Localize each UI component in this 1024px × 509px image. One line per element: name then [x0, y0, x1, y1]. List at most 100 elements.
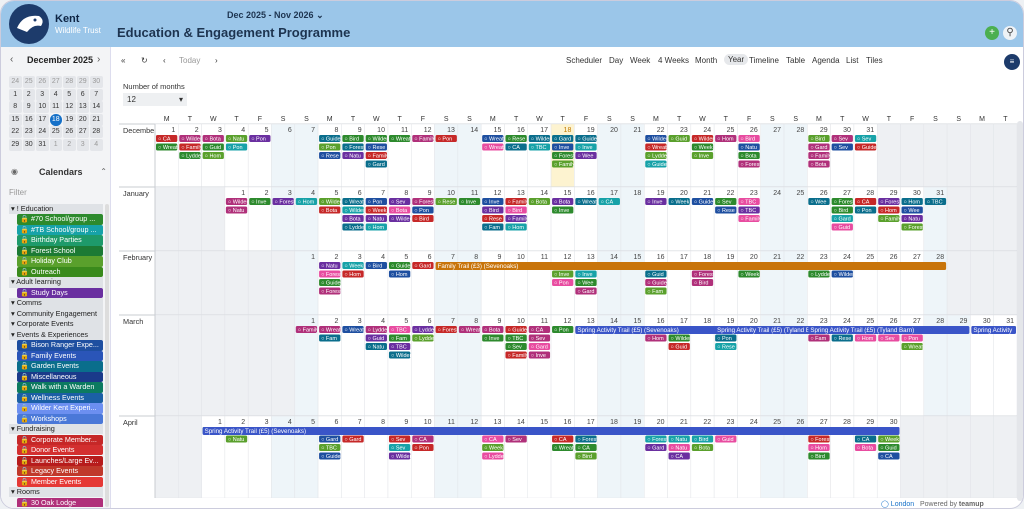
mini-cal-day[interactable]: 30	[90, 76, 103, 88]
mini-cal-day[interactable]: 25	[22, 76, 35, 88]
event-chip[interactable]	[365, 215, 387, 222]
day-number[interactable]: 14	[470, 127, 478, 134]
event-chip[interactable]	[831, 215, 853, 222]
event-chip[interactable]	[342, 326, 364, 333]
day-number[interactable]: 12	[564, 318, 572, 325]
calendar-item[interactable]: 🔒 Outreach	[17, 266, 103, 278]
day-number[interactable]: 7	[358, 419, 362, 426]
event-chip[interactable]	[202, 152, 224, 159]
day-number[interactable]: 27	[913, 318, 921, 325]
calendar-item[interactable]: 🔒 Family Events	[17, 350, 103, 362]
day-number[interactable]: 26	[890, 318, 898, 325]
event-chip[interactable]	[388, 326, 411, 333]
event-chip[interactable]	[388, 444, 411, 451]
day-number[interactable]: 19	[587, 127, 595, 134]
event-chip[interactable]	[552, 143, 574, 151]
event-chip[interactable]	[645, 152, 667, 159]
day-number[interactable]: 25	[866, 254, 874, 261]
event-chip[interactable]	[505, 198, 527, 205]
view-scheduler[interactable]: Scheduler	[566, 56, 603, 65]
event-chip[interactable]	[388, 198, 411, 205]
event-chip[interactable]	[552, 198, 574, 205]
event-chip[interactable]	[319, 206, 341, 214]
event-chip[interactable]	[342, 215, 364, 222]
event-chip[interactable]	[528, 351, 551, 359]
day-number[interactable]: 1	[311, 254, 315, 261]
event-chip[interactable]	[319, 262, 341, 269]
calendar-item[interactable]: 🔒 Miscellaneous	[17, 371, 103, 383]
calendar-item[interactable]: 🔒 Corporate Member...	[17, 434, 103, 445]
event-chip[interactable]	[365, 198, 387, 205]
event-chip[interactable]	[482, 334, 504, 342]
event-chip[interactable]	[715, 198, 737, 205]
event-chip[interactable]	[715, 135, 737, 142]
day-number[interactable]: 24	[750, 419, 758, 426]
day-number[interactable]: 5	[404, 254, 408, 261]
calendar-group[interactable]: ▾ Comms	[9, 298, 103, 309]
day-number[interactable]: 17	[680, 318, 688, 325]
day-number[interactable]: 18	[703, 318, 711, 325]
day-number[interactable]: 17	[610, 190, 618, 197]
event-chip[interactable]	[342, 152, 364, 159]
event-chip[interactable]	[738, 152, 760, 159]
event-chip[interactable]	[412, 444, 434, 451]
event-chip[interactable]	[482, 198, 504, 205]
day-number[interactable]: 2	[334, 318, 338, 325]
day-number[interactable]: 13	[517, 190, 525, 197]
day-number[interactable]: 8	[474, 318, 478, 325]
calendar-item[interactable]: 🔒 Birthday Parties	[17, 235, 103, 246]
event-chip[interactable]	[645, 334, 667, 342]
event-chip[interactable]	[319, 198, 341, 205]
calendar-group[interactable]: ▾ Fundraising	[9, 424, 103, 435]
calendar-group[interactable]: ▾ Adult learning	[9, 277, 103, 288]
event-chip[interactable]	[691, 143, 714, 151]
event-chip[interactable]	[691, 279, 714, 286]
event-chip[interactable]	[528, 334, 551, 342]
mini-cal-day[interactable]: 12	[63, 101, 76, 113]
event-chip[interactable]	[878, 444, 900, 451]
event-chip[interactable]	[575, 143, 597, 151]
event-chip[interactable]	[854, 444, 877, 451]
view-agenda[interactable]: Agenda	[812, 56, 840, 65]
day-number[interactable]: 20	[657, 419, 665, 426]
day-number[interactable]: 7	[451, 318, 455, 325]
search-icon[interactable]: ⚲	[1003, 26, 1017, 40]
day-number[interactable]: 25	[797, 190, 805, 197]
day-number[interactable]: 19	[657, 190, 665, 197]
day-number[interactable]: 8	[474, 254, 478, 261]
event-chip[interactable]	[901, 223, 923, 231]
event-chip[interactable]	[225, 135, 248, 142]
mini-cal-day[interactable]: 29	[76, 76, 89, 88]
event-chip[interactable]	[342, 262, 364, 269]
event-chip[interactable]	[552, 135, 574, 142]
calendar-item[interactable]: 🔒 Donor Events	[17, 445, 103, 456]
day-number[interactable]: 27	[913, 254, 921, 261]
event-chip[interactable]	[249, 198, 271, 205]
event-chip[interactable]	[388, 452, 411, 460]
event-chip[interactable]	[831, 143, 853, 151]
day-number[interactable]: 15	[494, 127, 502, 134]
event-chip[interactable]	[575, 270, 597, 278]
view-timeline[interactable]: Timeline	[749, 56, 779, 65]
event-chip[interactable]	[528, 198, 551, 205]
day-number[interactable]: 11	[541, 318, 548, 325]
event-chip[interactable]	[342, 206, 364, 214]
calendar-item[interactable]: 🔒 Member Events	[17, 476, 103, 487]
day-number[interactable]: 27	[773, 127, 781, 134]
day-number[interactable]: 21	[773, 318, 781, 325]
day-number[interactable]: 4	[311, 190, 315, 197]
day-number[interactable]: 3	[265, 419, 269, 426]
calendar-item[interactable]: 🔒 Workshops	[17, 413, 103, 424]
day-number[interactable]: 9	[498, 318, 502, 325]
view-month[interactable]: Month	[695, 56, 718, 65]
event-chip[interactable]	[691, 198, 714, 205]
day-number[interactable]: 26	[820, 190, 828, 197]
day-number[interactable]: 16	[587, 190, 595, 197]
event-chip[interactable]	[482, 444, 504, 451]
event-chip[interactable]	[505, 326, 527, 333]
event-chip[interactable]	[808, 444, 830, 451]
day-number[interactable]: 25	[727, 127, 735, 134]
calendar-item[interactable]: 🔒 Study Days	[17, 287, 103, 299]
event-chip[interactable]	[575, 198, 597, 205]
event-chip[interactable]	[878, 206, 900, 214]
